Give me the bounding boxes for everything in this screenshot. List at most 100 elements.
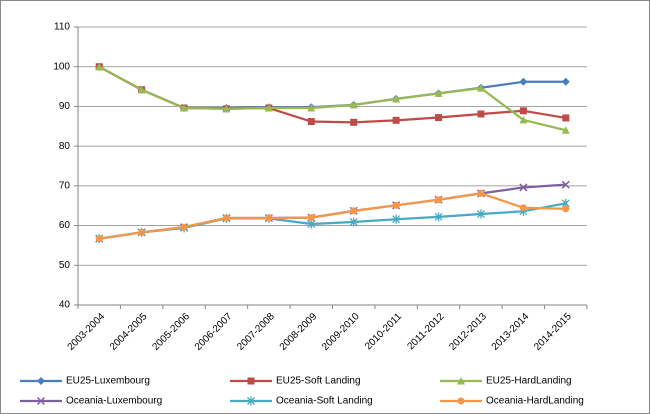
marker bbox=[222, 214, 230, 222]
marker bbox=[562, 114, 570, 122]
marker bbox=[350, 118, 358, 126]
marker bbox=[392, 214, 401, 224]
y-tick-label: 110 bbox=[54, 22, 70, 33]
marker-shape bbox=[247, 377, 255, 385]
marker-shape bbox=[562, 114, 570, 122]
y-tick-label: 80 bbox=[59, 141, 71, 152]
marker bbox=[519, 77, 528, 86]
marker-shape bbox=[350, 118, 358, 126]
marker-shape bbox=[222, 214, 230, 222]
marker bbox=[349, 217, 358, 227]
series-line bbox=[98, 65, 567, 132]
marker bbox=[392, 116, 400, 124]
marker bbox=[434, 212, 443, 222]
marker bbox=[222, 104, 231, 113]
marker bbox=[95, 62, 104, 71]
legend-item: EU25-Luxembourg bbox=[20, 376, 150, 387]
legend-item: Oceania-Luxembourg bbox=[20, 396, 162, 407]
marker-shape bbox=[95, 62, 104, 71]
marker bbox=[392, 94, 401, 103]
marker bbox=[180, 104, 189, 112]
legend-item: Oceania-HardLanding bbox=[440, 396, 584, 407]
y-tick-label: 100 bbox=[53, 61, 70, 72]
legend-item: EU25-HardLanding bbox=[440, 376, 572, 387]
marker bbox=[476, 84, 485, 92]
marker-shape bbox=[519, 107, 527, 115]
legend-label: EU25-HardLanding bbox=[486, 376, 572, 387]
marker-shape bbox=[37, 377, 45, 385]
marker-shape bbox=[265, 214, 273, 222]
marker-shape bbox=[247, 396, 255, 406]
marker-shape bbox=[307, 104, 316, 112]
marker-shape bbox=[519, 77, 528, 86]
marker-shape bbox=[137, 85, 146, 94]
legend-label: EU25-Luxembourg bbox=[66, 376, 150, 387]
marker bbox=[307, 118, 315, 126]
marker bbox=[307, 104, 316, 112]
marker bbox=[519, 183, 528, 192]
marker bbox=[561, 126, 570, 134]
legend-label: Oceania-Soft Landing bbox=[276, 396, 373, 407]
y-tick-label: 40 bbox=[59, 300, 71, 311]
marker-shape bbox=[519, 204, 527, 212]
marker bbox=[457, 377, 465, 385]
legend-item: Oceania-Soft Landing bbox=[230, 396, 373, 407]
marker-shape bbox=[180, 223, 188, 231]
marker bbox=[36, 396, 46, 406]
marker bbox=[247, 396, 255, 406]
marker bbox=[477, 110, 485, 118]
marker bbox=[434, 89, 443, 97]
marker-shape bbox=[561, 126, 570, 134]
marker-shape bbox=[95, 235, 103, 243]
marker bbox=[457, 397, 465, 405]
legend-item: EU25-Soft Landing bbox=[230, 376, 361, 387]
marker-shape bbox=[476, 209, 485, 219]
marker bbox=[265, 214, 273, 222]
marker-shape bbox=[562, 205, 570, 213]
marker bbox=[561, 77, 570, 86]
marker bbox=[349, 100, 358, 109]
y-tick-label: 70 bbox=[59, 180, 71, 191]
marker-shape bbox=[349, 217, 358, 227]
marker bbox=[137, 85, 146, 94]
marker-shape bbox=[392, 94, 401, 103]
marker bbox=[264, 104, 273, 112]
marker-shape bbox=[435, 114, 443, 122]
marker bbox=[37, 377, 45, 385]
marker-shape bbox=[138, 228, 146, 236]
marker-shape bbox=[350, 207, 358, 215]
marker bbox=[435, 196, 443, 204]
marker bbox=[350, 207, 358, 215]
marker bbox=[435, 114, 443, 122]
marker bbox=[138, 228, 146, 236]
legend-label: Oceania-HardLanding bbox=[486, 396, 584, 407]
marker bbox=[247, 377, 255, 385]
marker-shape bbox=[519, 115, 528, 124]
y-tick-label: 50 bbox=[59, 260, 71, 271]
marker-shape bbox=[307, 118, 315, 126]
marker bbox=[307, 214, 315, 222]
marker-shape bbox=[477, 110, 485, 118]
legend-label: Oceania-Luxembourg bbox=[66, 396, 162, 407]
marker-shape bbox=[307, 214, 315, 222]
marker bbox=[476, 209, 485, 219]
marker-shape bbox=[561, 180, 570, 189]
marker-shape bbox=[222, 104, 231, 113]
marker bbox=[561, 180, 570, 189]
marker bbox=[477, 189, 485, 197]
series-line bbox=[99, 192, 566, 240]
marker-shape bbox=[476, 84, 485, 92]
marker bbox=[180, 223, 188, 231]
marker-shape bbox=[349, 100, 358, 109]
marker-shape bbox=[435, 196, 443, 204]
marker-shape bbox=[434, 89, 443, 97]
marker-shape bbox=[457, 377, 465, 385]
marker bbox=[519, 107, 527, 115]
marker-shape bbox=[434, 212, 443, 222]
marker-shape bbox=[264, 104, 273, 112]
marker bbox=[519, 204, 527, 212]
marker bbox=[562, 205, 570, 213]
marker-shape bbox=[457, 397, 465, 405]
marker-shape bbox=[180, 104, 189, 112]
